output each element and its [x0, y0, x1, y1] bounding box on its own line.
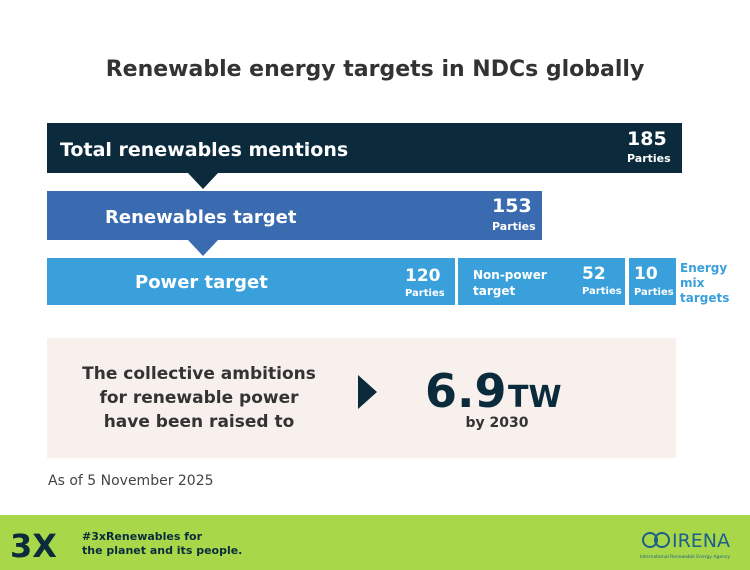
footer-text: #3xRenewables for [82, 530, 203, 543]
footer-logo: 3X [10, 527, 57, 565]
bar-total [47, 123, 682, 173]
brand-sub: International Renewable Energy Agency [640, 554, 730, 560]
callout-text: for renewable power [99, 388, 299, 408]
arrow [188, 240, 218, 256]
row-unit: Parties [405, 288, 445, 299]
callout-text: The collective ambitions [82, 364, 316, 384]
segment-label: Energy mix targets [680, 261, 729, 305]
row-label: Power target [135, 272, 268, 293]
segment-unit: Parties [582, 286, 622, 297]
row-unit: Parties [627, 152, 671, 165]
segment-value: 10 [634, 264, 658, 284]
brand-icon [654, 532, 670, 548]
arrow [188, 173, 218, 189]
callout-unit: TW [508, 380, 562, 415]
bar-nonpower [458, 258, 625, 305]
brand: IRENA [672, 530, 730, 552]
bar-power [47, 258, 455, 305]
callout-text: have been raised to [104, 412, 295, 432]
segment-value: 52 [582, 264, 606, 284]
segment-unit: Parties [634, 287, 674, 298]
bar-renewables [47, 191, 542, 240]
callout-sub: by 2030 [466, 415, 529, 431]
row-value: 120 [405, 266, 441, 286]
play-arrow [358, 375, 377, 409]
title: Renewable energy targets in NDCs globall… [106, 57, 645, 82]
row-label: Total renewables mentions [60, 139, 348, 161]
callout-value: 6.9 [425, 364, 507, 418]
row-label: Renewables target [105, 207, 297, 228]
row-value: 185 [627, 128, 667, 150]
segment-label: Non-power target [473, 268, 547, 298]
bar-energymix [629, 258, 676, 305]
row-value: 153 [492, 195, 532, 217]
brand-icon [642, 532, 658, 548]
note: As of 5 November 2025 [48, 473, 214, 489]
footer-text: the planet and its people. [82, 544, 242, 557]
row-unit: Parties [492, 220, 536, 233]
footer [0, 515, 750, 570]
